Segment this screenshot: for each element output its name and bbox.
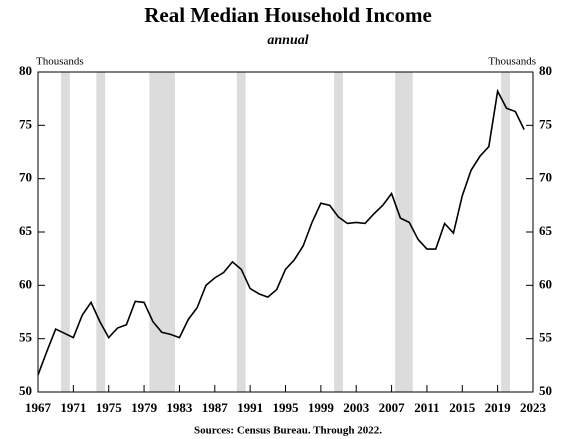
x-tick-label: 1971: [60, 400, 86, 415]
y2-tick-label: 55: [539, 330, 553, 345]
recession-band: [149, 72, 176, 392]
x-tick-label: 2023: [520, 400, 547, 415]
x-tick-label: 1987: [202, 400, 229, 415]
x-tick-label: 2019: [485, 400, 512, 415]
source-note: Sources: Census Bureau. Through 2022.: [194, 425, 382, 437]
y2-tick-label: 50: [539, 383, 552, 398]
recession-band: [395, 72, 413, 392]
recession-band: [96, 72, 106, 392]
y2-tick-label: 75: [539, 116, 553, 131]
income-line: [37, 88, 525, 376]
x-tick-label: 2003: [343, 400, 370, 415]
chart-title: Real Median Household Income: [144, 3, 432, 27]
x-tick-label: 2015: [449, 400, 476, 415]
y2-tick-label: 70: [539, 170, 552, 185]
right-unit: Thousands: [488, 56, 536, 68]
y2-tick-label: 60: [539, 276, 552, 291]
y-tick-label: 60: [19, 276, 32, 291]
recession-band: [236, 72, 246, 392]
x-tick-label: 1979: [131, 400, 158, 415]
x-tick-label: 1975: [96, 400, 123, 415]
x-tick-label: 1983: [166, 400, 193, 415]
y2-tick-label: 80: [539, 63, 552, 78]
y-tick-label: 50: [19, 383, 32, 398]
x-tick-label: 1991: [237, 400, 263, 415]
y-tick-label: 65: [19, 223, 33, 238]
x-tick-label: 1967: [25, 400, 52, 415]
y2-tick-label: 65: [539, 223, 553, 238]
x-tick-label: 1999: [308, 400, 335, 415]
y-tick-label: 70: [19, 170, 32, 185]
recession-band: [60, 72, 70, 392]
x-tick-label: 1995: [273, 400, 300, 415]
x-tick-label: 2007: [379, 400, 406, 415]
x-tick-label: 2011: [414, 400, 439, 415]
left-unit: Thousands: [36, 56, 84, 68]
plot-frame: [37, 71, 534, 393]
chart-subtitle: annual: [267, 33, 308, 48]
y-tick-label: 55: [19, 330, 33, 345]
recession-band: [501, 72, 511, 392]
y-tick-label: 80: [19, 63, 32, 78]
y-tick-label: 75: [19, 116, 33, 131]
recession-band: [334, 72, 343, 392]
